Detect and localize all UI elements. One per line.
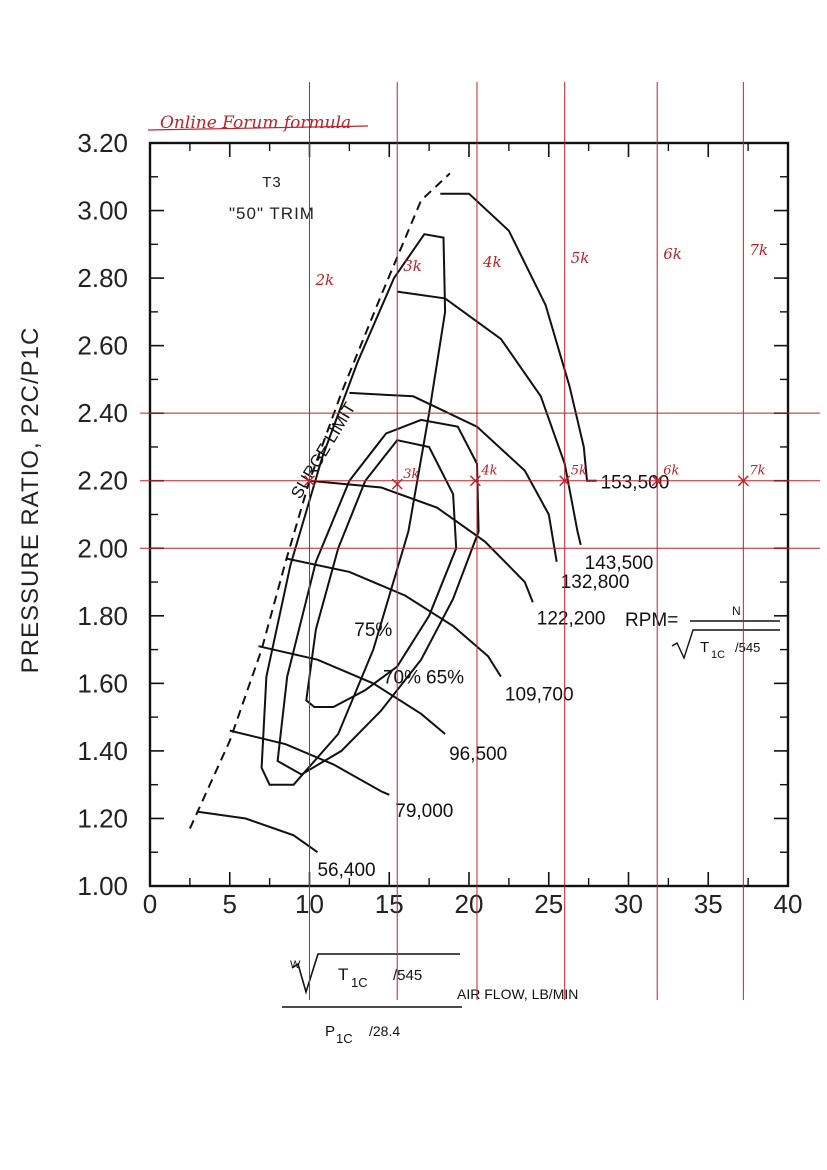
efficiency-island-3: [260, 233, 447, 786]
rpm-mark-label: 2k: [315, 271, 335, 289]
x-tick-label: 0: [143, 889, 157, 919]
rpm-formula-radical-sign: [671, 629, 780, 660]
red-marker: [469, 475, 481, 487]
speed-line-label: 122,200: [537, 608, 606, 629]
speed-line: [349, 391, 558, 562]
handwritten-header-note: Online Forum formula: [160, 113, 351, 133]
rpm-mark-label: 4k: [482, 253, 502, 271]
chart-subtitle: "50" TRIM: [229, 204, 315, 223]
rpm-mark-label: 7k: [749, 241, 768, 259]
marker-label: 3k: [403, 467, 419, 482]
x-axis-denominator-sub: 1C: [336, 1031, 353, 1046]
marker-label: 6k: [663, 464, 679, 479]
y-tick-label: 1.40: [77, 736, 128, 766]
speed-line-label: 79,000: [395, 801, 453, 822]
marker-label: 7k: [749, 464, 765, 479]
x-axis-title: W T 1C /545 P 1C /28.4 AIR FLOW, LB/MIN: [282, 953, 578, 1046]
y-axis-title: PRESSURE RATIO, P2C/P1C: [17, 327, 44, 674]
marker-label: 5k: [571, 464, 587, 479]
x-axis-numerator-sub: 1C: [351, 975, 368, 990]
x-axis-numerator-rest: /545: [393, 967, 422, 984]
x-tick-label: 25: [534, 889, 563, 919]
y-tick-label: 1.20: [77, 803, 128, 833]
rpm-formula-numerator: N: [732, 604, 741, 618]
rpm-formula-denominator-sub: 1C: [711, 649, 725, 661]
speed-line: [397, 290, 582, 546]
x-tick-label: 5: [223, 889, 237, 919]
speed-line-label: 143,500: [585, 553, 654, 574]
x-axis-radical-sign: [291, 953, 460, 995]
red-marker: [651, 475, 663, 487]
x-tick-label: 15: [375, 889, 404, 919]
red-marker: [304, 475, 315, 487]
plot-frame: [148, 141, 790, 888]
speed-line-label: 96,500: [449, 744, 507, 765]
speed-line-label: 153,500: [601, 473, 670, 494]
speed-line-label: 132,800: [561, 572, 630, 593]
y-tick-label: 3.00: [77, 196, 128, 226]
speed-line-label: 109,700: [505, 685, 574, 706]
x-tick-label: 20: [455, 889, 484, 919]
handwritten-annotations: Online Forum formula: [147, 113, 369, 133]
chart-title: T3: [262, 174, 282, 191]
speed-line: [285, 557, 502, 678]
rpm-formula: RPM= N T 1C /545: [625, 604, 780, 661]
speed-line: [309, 479, 534, 603]
rpm-mark-label: 3k: [403, 257, 422, 275]
x-axis-denominator-rest: /28.4: [369, 1023, 400, 1039]
y-tick-label: 3.20: [77, 128, 128, 158]
header-note-underline: [147, 125, 369, 131]
efficiency-label: 70%: [383, 667, 421, 688]
red-marker: [737, 475, 749, 487]
y-tick-label: 2.80: [77, 263, 128, 293]
y-tick-label: 2.20: [77, 466, 128, 496]
x-axis-suffix: AIR FLOW, LB/MIN: [457, 986, 578, 1002]
rpm-formula-denominator-rest: /545: [735, 640, 760, 655]
red-marker: [559, 475, 571, 487]
x-tick-label: 35: [694, 889, 723, 919]
y-tick-label: 2.00: [77, 533, 128, 563]
y-tick-label: 1.60: [77, 668, 128, 698]
y-tick-label: 1.00: [77, 871, 128, 901]
speed-line: [258, 645, 446, 735]
x-tick-label: 40: [774, 889, 803, 919]
rpm-formula-lhs: RPM=: [625, 610, 678, 631]
surge-limit-label: SURGE LIMIT: [287, 399, 359, 502]
marker-label: 4k: [480, 464, 497, 479]
rpm-mark-label: 6k: [663, 245, 682, 263]
speed-line-label: 56,400: [317, 860, 375, 881]
rpm-formula-denominator: T: [700, 639, 709, 656]
rpm-mark-label: 5k: [571, 249, 590, 267]
speed-line: [229, 729, 390, 796]
y-tick-label: 1.80: [77, 601, 128, 631]
x-axis-numerator-radicand: T: [338, 965, 348, 984]
x-axis-denominator: P: [325, 1023, 335, 1040]
y-tick-label: 2.60: [77, 331, 128, 361]
efficiency-label: 75%: [354, 620, 392, 641]
y-tick-label: 2.40: [77, 398, 128, 428]
speed-line: [197, 810, 319, 854]
x-tick-label: 30: [614, 889, 643, 919]
efficiency-label: 65%: [426, 667, 464, 688]
speed-line: [440, 192, 597, 482]
red-marker: [391, 478, 403, 490]
